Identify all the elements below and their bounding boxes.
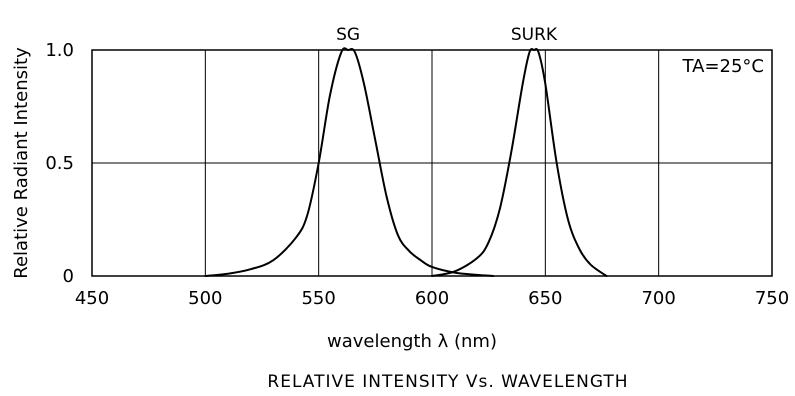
series-labels: SG SURK: [336, 25, 558, 45]
grid: [92, 50, 772, 276]
x-tick-labels: 450 500 550 600 650 700 750: [75, 288, 789, 309]
temperature-annotation: TA=25°C: [682, 56, 764, 77]
x-tick-label: 700: [641, 288, 675, 309]
chart-title: RELATIVE INTENSITY Vs. WAVELENGTH: [267, 372, 628, 392]
y-tick-label: 0: [63, 266, 74, 287]
series-line-sg: [204, 47, 495, 277]
x-tick-label: 600: [415, 288, 449, 309]
curves: [204, 47, 608, 277]
series-label-surk: SURK: [511, 25, 558, 45]
y-axis-label: Relative Radiant Intensity: [11, 47, 32, 279]
x-tick-label: 650: [528, 288, 562, 309]
x-axis-label: wavelength λ (nm): [327, 331, 497, 352]
x-tick-label: 450: [75, 288, 109, 309]
x-tick-label: 500: [188, 288, 222, 309]
series-line-surk: [431, 48, 608, 277]
x-tick-label: 750: [755, 288, 789, 309]
series-label-sg: SG: [336, 25, 360, 45]
y-tick-label: 1.0: [45, 40, 74, 61]
x-tick-label: 550: [301, 288, 335, 309]
y-tick-label: 0.5: [45, 153, 74, 174]
y-tick-labels: 0 0.5 1.0: [45, 40, 74, 287]
